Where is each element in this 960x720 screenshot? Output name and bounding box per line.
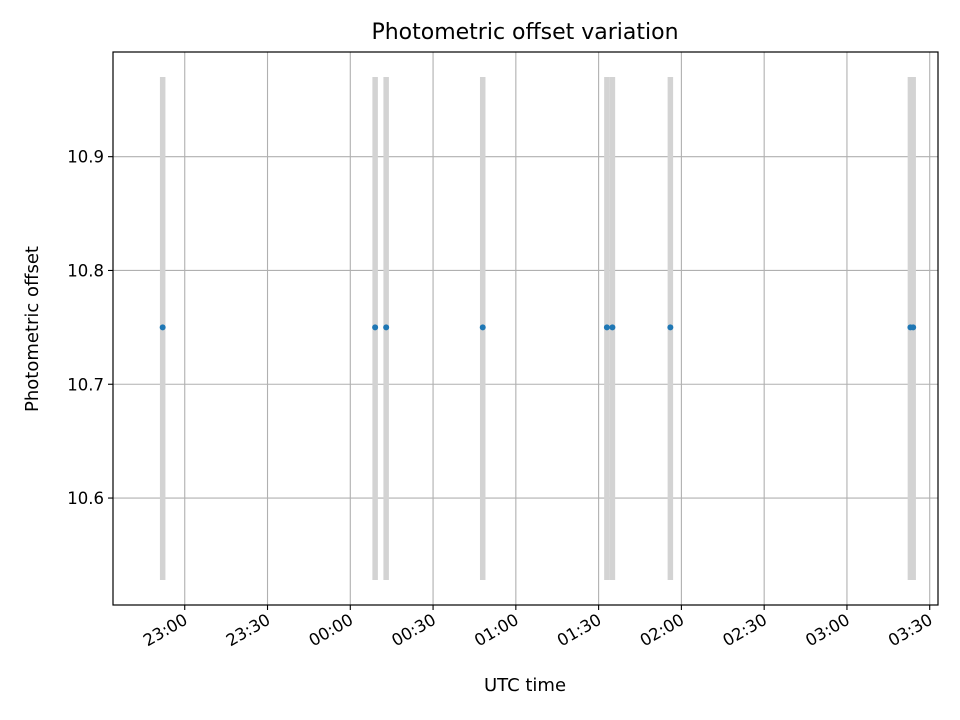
plot-frame [112,51,939,606]
y-tick-label: 10.7 [67,375,104,394]
data-point [667,324,674,331]
grid [113,52,938,605]
data-point [609,324,616,331]
y-axis-label: Photometric offset [22,246,43,412]
y-tick-label: 10.6 [67,489,104,508]
data-point [372,324,379,331]
chart-title: Photometric offset variation [371,20,678,45]
data-points [159,324,917,331]
y-tick-label: 10.8 [67,261,104,280]
data-point [479,324,486,331]
x-axis-label: UTC time [484,675,566,696]
data-point [910,324,917,331]
data-point [383,324,390,331]
y-tick-label: 10.9 [67,148,104,167]
data-point [159,324,166,331]
data-point [603,324,610,331]
y-axis-ticks: 10.6 10.7 10.8 10.9 [67,148,113,508]
